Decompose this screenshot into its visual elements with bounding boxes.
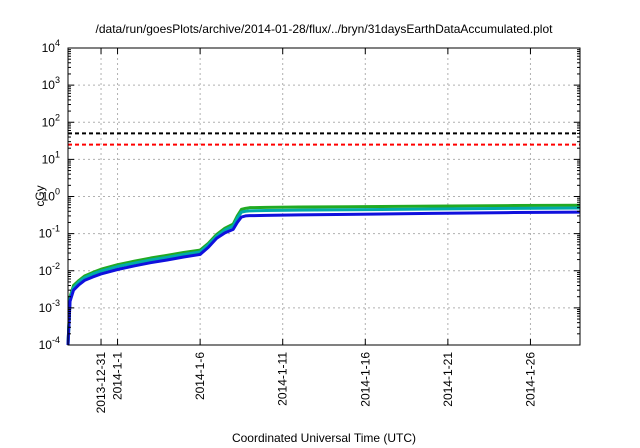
x-tick-label: 2014-1-16	[358, 352, 372, 407]
y-tick-label: 10-2	[39, 261, 60, 278]
y-tick-label: 103	[42, 75, 60, 92]
x-tick-label: 2014-1-11	[276, 352, 290, 406]
y-tick-label: 10-1	[39, 224, 60, 241]
x-tick-label: 2014-1-1	[111, 352, 125, 400]
y-axis-label: cGy	[33, 185, 47, 206]
y-tick-label: 10-4	[39, 335, 60, 352]
series-line	[66, 206, 581, 346]
y-tick-label: 100	[42, 187, 60, 204]
x-tick-label: 2013-12-31	[94, 352, 108, 414]
x-tick-label: 2014-1-6	[193, 352, 207, 400]
ticks	[68, 47, 580, 346]
y-tick-label: 102	[42, 112, 60, 129]
series-group	[66, 203, 581, 346]
x-tick-label: 2014-1-26	[523, 352, 537, 407]
chart-title: /data/run/goesPlots/archive/2014-01-28/f…	[96, 22, 554, 36]
reference-lines	[68, 132, 580, 146]
y-tick-labels: 10-4 10-3 10-2 10-1 100 101 102 103 104	[39, 38, 60, 352]
x-axis-label: Coordinated Universal Time (UTC)	[232, 431, 416, 445]
y-tick-label: 104	[42, 38, 60, 55]
series-line	[66, 210, 581, 346]
grid	[68, 48, 580, 345]
x-tick-labels: 2013-12-31 2014-1-1 2014-1-6 2014-1-11 2014-…	[94, 352, 537, 414]
y-tick-label: 101	[42, 149, 60, 166]
x-tick-label: 2014-1-21	[441, 352, 455, 407]
y-tick-label: 10-3	[39, 298, 60, 315]
